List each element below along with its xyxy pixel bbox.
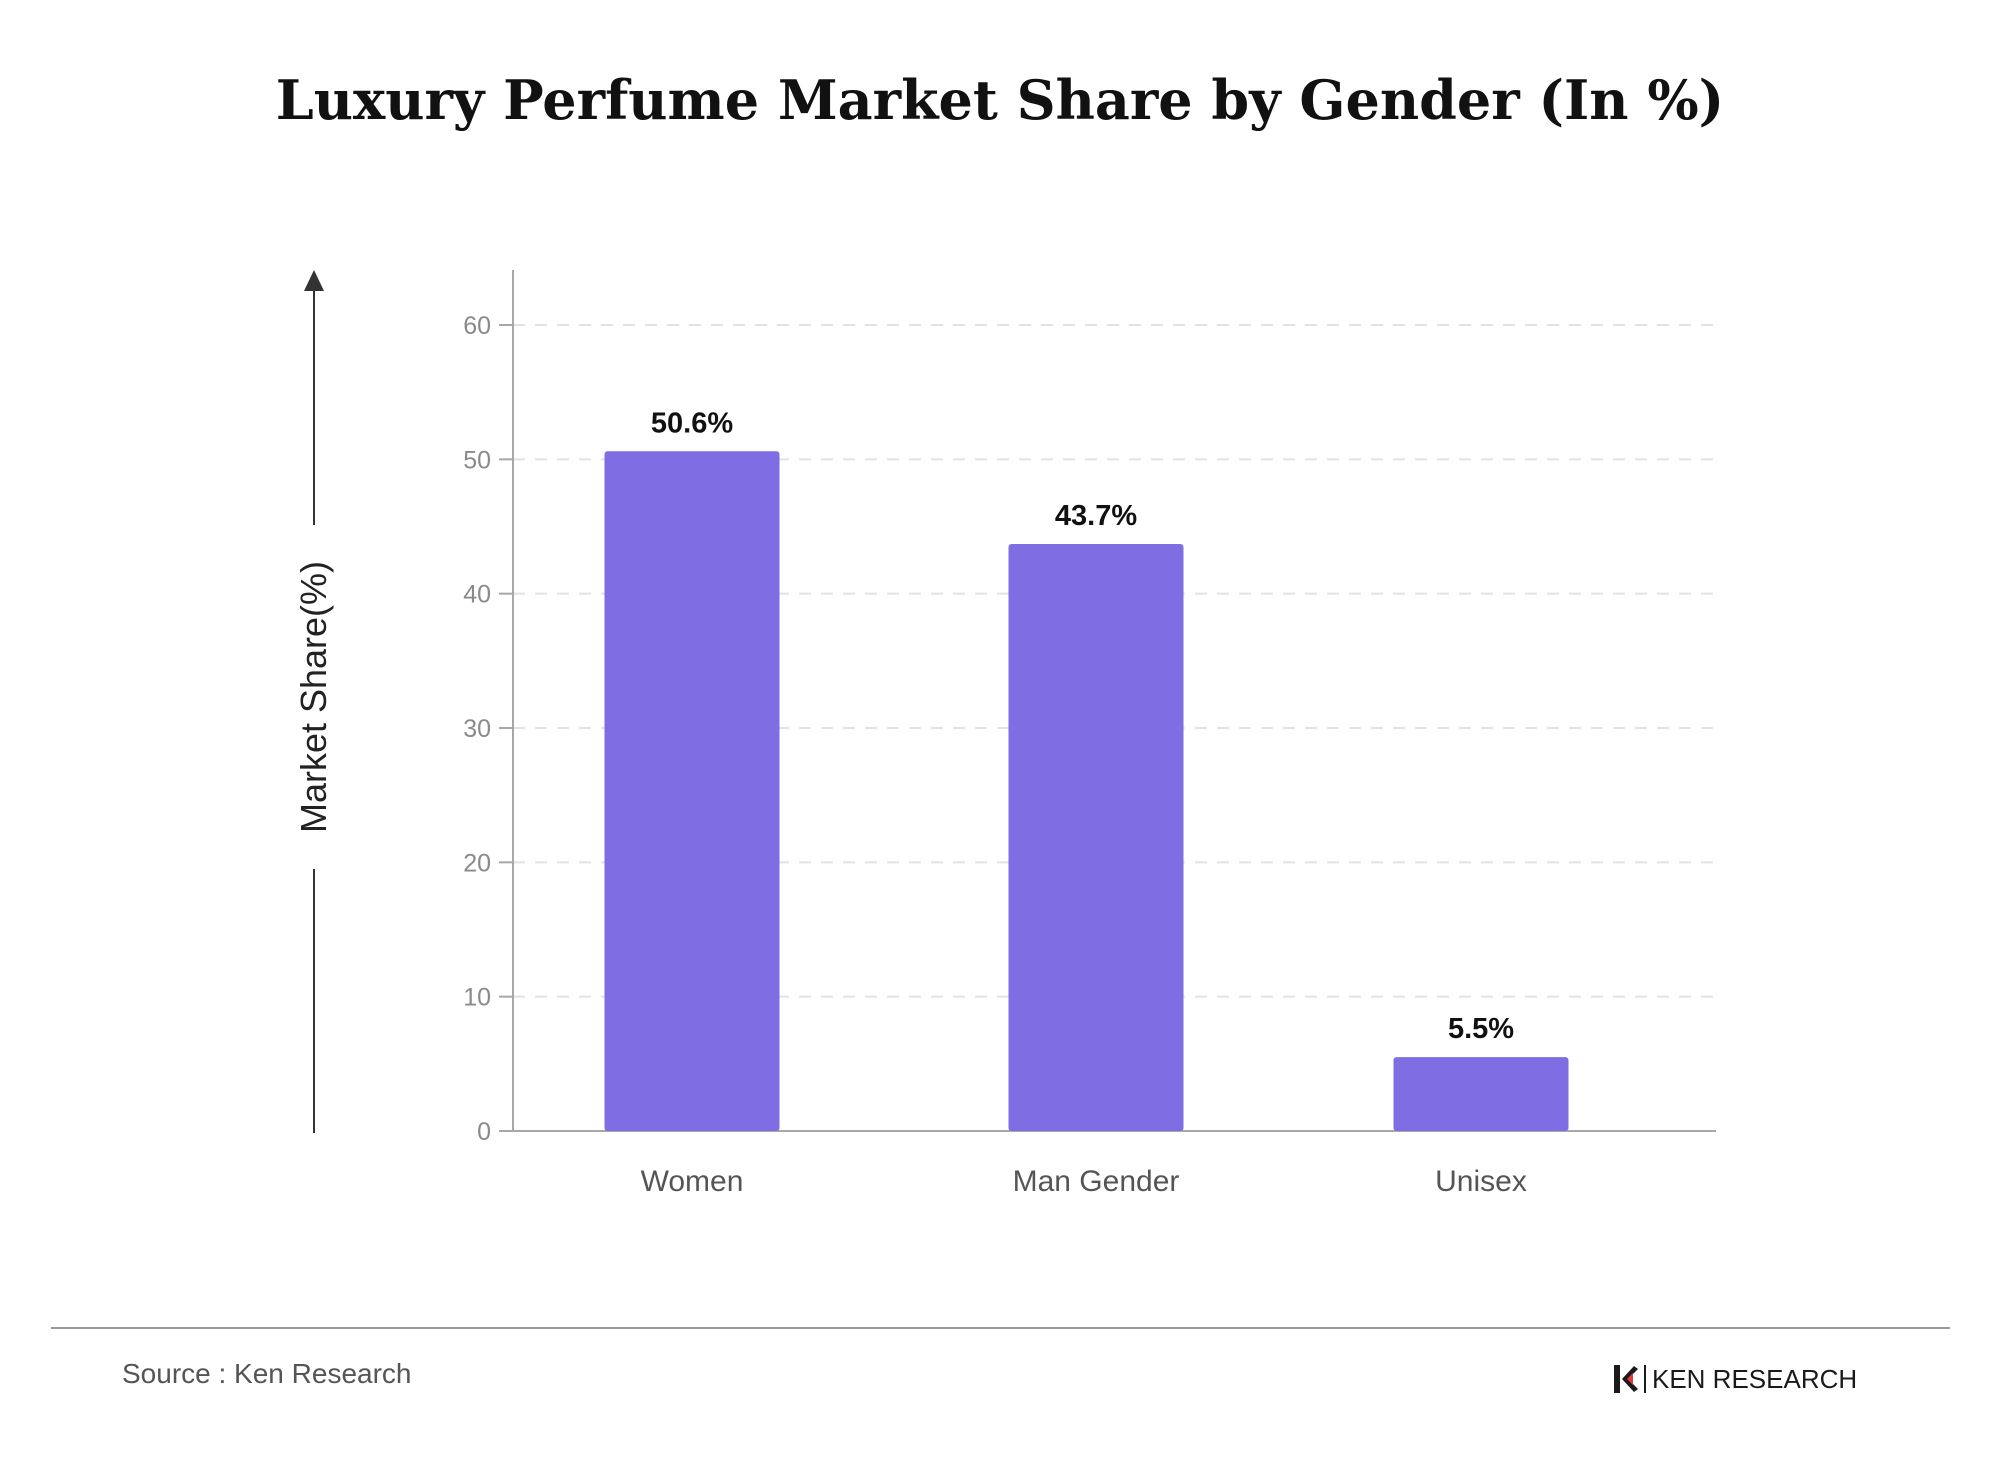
logo-separator: [1644, 1365, 1646, 1393]
bar-man-gender: [1008, 543, 1184, 1131]
y-tick-label: 40: [463, 581, 491, 609]
source-note: Source : Ken Research: [122, 1358, 412, 1389]
y-tick-label: 30: [463, 715, 491, 743]
y-axis-arrow-head-icon: [304, 270, 324, 291]
data-label: 5.5%: [1448, 1013, 1514, 1045]
ken-research-logo: KEN RESEARCH: [1612, 1362, 1857, 1396]
bar-women: [604, 451, 780, 1132]
y-tick-label: 0: [477, 1118, 491, 1146]
y-axis-title: Market Share(%): [293, 561, 334, 833]
y-tick-label: 20: [463, 849, 491, 877]
ken-research-logo-icon: [1614, 1365, 1638, 1393]
x-tick-label: Man Gender: [1013, 1165, 1180, 1198]
x-tick-label: Women: [641, 1165, 744, 1198]
bar-unisex: [1393, 1057, 1569, 1131]
data-labels: 50.6% 43.7% 5.5%: [651, 407, 1514, 1045]
y-tick-label: 50: [463, 446, 491, 474]
x-tick-labels: Women Man Gender Unisex: [641, 1165, 1527, 1198]
x-tick-label: Unisex: [1435, 1165, 1527, 1198]
bars: [604, 451, 1569, 1132]
bar-chart: 0 10 20 30 40 50 60 50.6% 43.7% 5.5% Women Man Ge…: [293, 270, 1716, 1198]
data-label: 50.6%: [651, 407, 733, 439]
y-tick-labels: 0 10 20 30 40 50 60: [463, 312, 491, 1146]
y-axis-title-group: Market Share(%): [293, 270, 334, 1133]
data-label: 43.7%: [1055, 500, 1137, 532]
y-tick-label: 10: [463, 984, 491, 1012]
chart-title: Luxury Perfume Market Share by Gender (I…: [275, 68, 1725, 132]
logo-text: KEN RESEARCH: [1652, 1363, 1858, 1394]
y-tick-label: 60: [463, 312, 491, 340]
footer-divider: [51, 1327, 1950, 1329]
